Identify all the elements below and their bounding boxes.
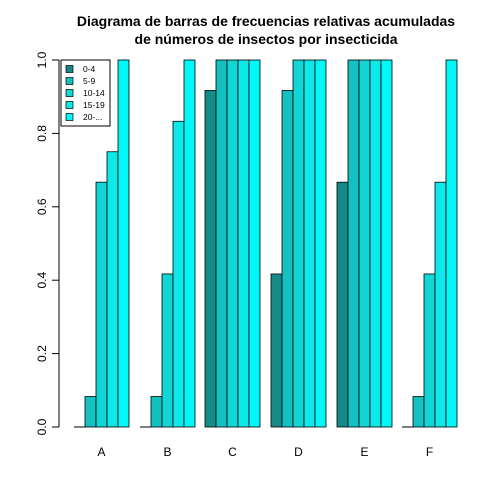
legend-swatch-15-19 xyxy=(65,101,74,109)
legend-swatch-10-14 xyxy=(65,89,74,97)
legend-swatch-20-... xyxy=(65,113,74,121)
bar-E-10-14 xyxy=(358,59,371,428)
chart-title-line-2: de números de insectos por insecticida xyxy=(135,31,398,47)
y-tick-label: 0.6 xyxy=(35,198,49,215)
x-tick-label-D: D xyxy=(294,445,303,459)
bar-A-5-9 xyxy=(84,396,97,428)
y-tick-label: 0.8 xyxy=(35,125,49,142)
bar-C-10-14 xyxy=(226,59,239,428)
bar-A-10-14 xyxy=(95,181,108,428)
legend-label-10-14: 10-14 xyxy=(83,88,105,98)
bar-D-10-14 xyxy=(292,59,305,428)
legend-swatch-0-4 xyxy=(65,65,74,73)
bar-C-0-4 xyxy=(204,90,217,428)
bar-F-10-14 xyxy=(423,273,436,428)
chart-title-line-1: Diagrama de barras de frecuencias relati… xyxy=(77,13,455,29)
legend: 0-4 5-9 10-14 15-19 20-... xyxy=(60,59,111,127)
legend-swatch-5-9 xyxy=(65,77,74,85)
x-tick-label-E: E xyxy=(360,445,368,459)
bar-E-0-4 xyxy=(336,181,349,428)
bar-group-F xyxy=(402,59,458,428)
y-axis: 0.0 0.2 0.4 0.6 0.8 1.0 xyxy=(35,51,60,435)
bar-E-5-9 xyxy=(347,59,360,428)
bar-group-B xyxy=(140,59,196,428)
y-tick-label: 0.2 xyxy=(35,345,49,362)
bar-F-20-... xyxy=(445,59,458,428)
legend-label-5-9: 5-9 xyxy=(83,76,96,86)
legend-label-15-19: 15-19 xyxy=(83,100,105,110)
x-tick-label-F: F xyxy=(426,445,433,459)
bar-D-15-19 xyxy=(303,59,316,428)
bar-group-E xyxy=(336,59,393,428)
bar-B-15-19 xyxy=(172,120,185,428)
bar-A-15-19 xyxy=(106,151,119,428)
bar-F-5-9 xyxy=(412,396,425,428)
legend-label-20-...: 20-... xyxy=(83,112,102,122)
chart-title: Diagrama de barras de frecuencias relati… xyxy=(77,13,455,47)
bar-E-15-19 xyxy=(369,59,382,428)
bar-group-D xyxy=(270,59,327,428)
x-tick-label-C: C xyxy=(228,445,237,459)
bar-A-20-... xyxy=(117,59,130,428)
y-tick-label: 1.0 xyxy=(35,51,49,68)
bar-B-20-... xyxy=(183,59,196,428)
x-tick-label-B: B xyxy=(163,445,171,459)
bar-B-5-9 xyxy=(150,396,163,428)
bar-group-C xyxy=(204,59,261,428)
bars-layer xyxy=(74,59,458,428)
bar-D-5-9 xyxy=(281,90,294,428)
y-tick-label: 0.0 xyxy=(35,418,49,435)
x-axis: A B C D E F xyxy=(97,445,433,459)
bar-D-0-4 xyxy=(270,273,283,428)
x-tick-label-A: A xyxy=(97,445,105,459)
legend-label-0-4: 0-4 xyxy=(83,64,96,74)
bar-C-5-9 xyxy=(215,59,228,428)
bar-C-20-... xyxy=(248,59,261,428)
y-tick-label: 0.4 xyxy=(35,272,49,289)
bar-group-A xyxy=(74,59,130,428)
bar-C-15-19 xyxy=(237,59,250,428)
bar-F-15-19 xyxy=(434,181,447,428)
bar-B-10-14 xyxy=(161,273,174,428)
bar-E-20-... xyxy=(380,59,393,428)
bar-D-20-... xyxy=(314,59,327,428)
